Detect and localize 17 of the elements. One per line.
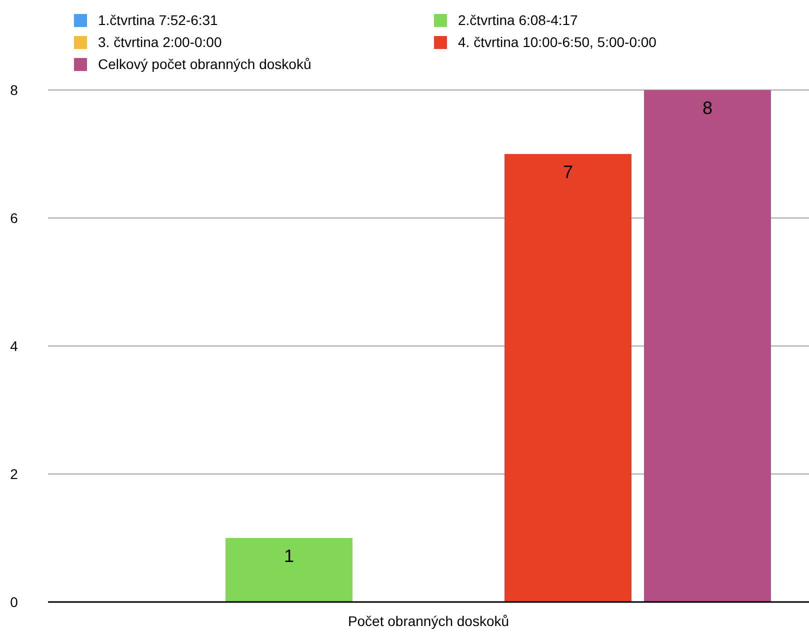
bar (644, 90, 771, 602)
legend-label: 4. čtvrtina 10:00-6:50, 5:00-0:00 (458, 34, 657, 50)
y-tick-label: 6 (10, 210, 18, 226)
bar (226, 538, 352, 602)
legend-label: 2.čtvrtina 6:08-4:17 (458, 12, 578, 28)
legend-label: 3. čtvrtina 2:00-0:00 (98, 34, 222, 50)
y-tick-label: 4 (10, 338, 18, 354)
y-tick-label: 2 (10, 466, 18, 482)
y-tick-label: 0 (10, 594, 18, 610)
data-label: 1 (284, 546, 294, 566)
data-label: 8 (702, 98, 712, 118)
bar (504, 154, 632, 602)
legend-label: 1.čtvrtina 7:52-6:31 (98, 12, 218, 28)
y-tick-label: 8 (10, 82, 18, 98)
x-tick-label: Počet obranných doskoků (348, 613, 510, 629)
data-label: 7 (562, 162, 573, 182)
legend-label: Celkový počet obranných doskoků (98, 56, 312, 72)
